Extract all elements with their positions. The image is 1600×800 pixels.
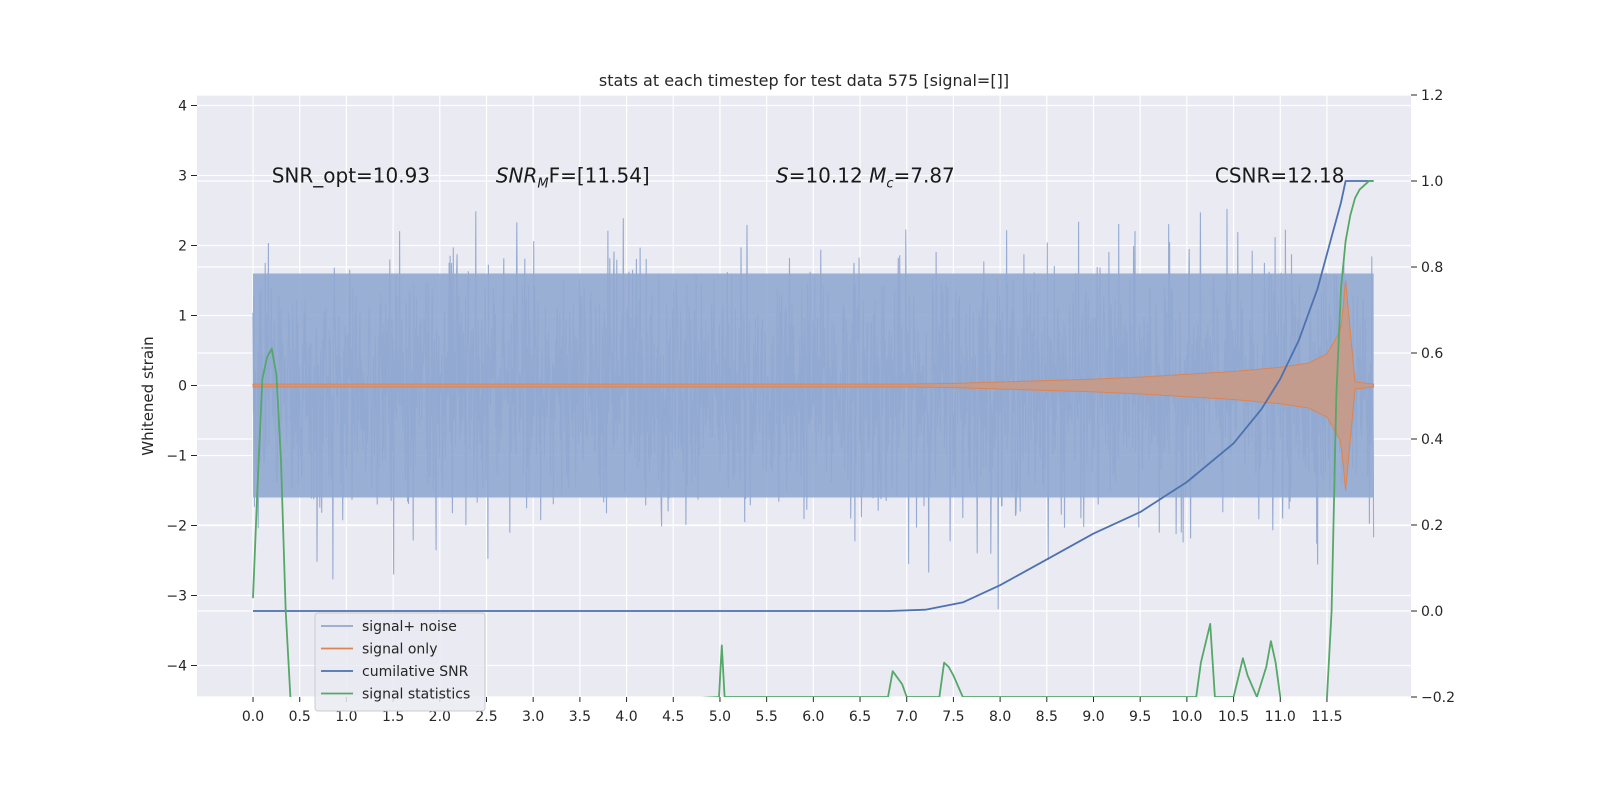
y2-tick-label: 0.4	[1421, 432, 1443, 448]
y2-axis-ticks: 1.2 1.0 0.8 0.6 0.4 0.2 0.0 −0.2	[1411, 88, 1455, 706]
x-tick-label: 11.0	[1265, 709, 1296, 725]
x-tick-label: 4.5	[662, 709, 684, 725]
annotation-s-mc: S=10.12 Mc=7.87	[776, 164, 955, 192]
legend: signal+ noise signal only cumilative SNR si…	[314, 612, 486, 712]
y2-tick-label: −0.2	[1421, 690, 1455, 706]
x-tick-label: 10.5	[1218, 709, 1249, 725]
legend-label: signal+ noise	[362, 619, 457, 635]
annotation-s-symbol: S	[776, 164, 789, 188]
signal-statistics-series	[252, 180, 1374, 697]
x-tick-label: 5.0	[709, 709, 731, 725]
x-tick-label: 10.0	[1171, 709, 1202, 725]
x-tick-label: 5.5	[756, 709, 778, 725]
y2-tick-label: 1.0	[1421, 174, 1443, 190]
x-axis-ticks: 0.0 0.5 1.0 1.5 2.0 2.5 3.0 3.5 4.0 4.5 5.0 5.5 6.0 6…	[242, 697, 1343, 725]
y-axis-label: Whitened strain	[139, 336, 157, 455]
signal-only-series	[252, 280, 1375, 491]
annotation-snr-mf-sub: M	[537, 177, 548, 192]
annotation-csnr: CSNR=12.18	[1215, 164, 1345, 188]
legend-label: signal only	[362, 642, 437, 658]
y2-tick-label: 0.2	[1421, 518, 1443, 534]
x-tick-label: 4.0	[615, 709, 637, 725]
annotation-snr-mf: SNRMF=[11.54]	[496, 164, 650, 192]
y2-tick-label: 0.0	[1421, 604, 1443, 620]
x-tick-label: 2.5	[475, 709, 497, 725]
y2-tick-label: 0.8	[1421, 260, 1443, 276]
x-tick-label: 3.5	[569, 709, 591, 725]
x-tick-label: 9.5	[1129, 709, 1151, 725]
annotation-snr-opt: SNR_opt=10.93	[272, 164, 430, 188]
x-tick-label: 8.5	[1036, 709, 1058, 725]
annotation-snr-mf-rest: F=[11.54]	[549, 164, 650, 188]
annotations: SNR_opt=10.93 SNRMF=[11.54] S=10.12 Mc=7…	[272, 164, 1345, 192]
y-tick-label: 4	[178, 99, 187, 115]
annotation-snr-mf-main: SNR	[496, 164, 538, 188]
x-tick-label: 7.0	[896, 709, 918, 725]
x-tick-label: 0.0	[242, 709, 264, 725]
legend-label: signal statistics	[362, 687, 470, 703]
legend-label: cumilative SNR	[362, 664, 469, 680]
x-tick-label: 0.5	[289, 709, 311, 725]
x-tick-label: 2.0	[429, 709, 451, 725]
x-tick-label: 3.0	[522, 709, 544, 725]
y-tick-label: −1	[166, 449, 187, 465]
y-tick-label: −2	[166, 519, 187, 535]
annotation-mc-sub: c	[886, 177, 893, 192]
legend-box	[314, 612, 486, 712]
y2-tick-label: 1.2	[1421, 88, 1443, 104]
signal-statistics-line	[252, 180, 1374, 697]
y-tick-label: 2	[178, 239, 187, 255]
annotation-mc-symbol: M	[869, 164, 886, 188]
y2-tick-label: 0.6	[1421, 346, 1443, 362]
x-tick-label: 1.5	[382, 709, 404, 725]
cumilative-snr-line	[253, 180, 1374, 612]
annotation-s-value: =10.12	[789, 164, 869, 188]
y-tick-label: 0	[178, 379, 187, 395]
x-tick-label: 9.0	[1082, 709, 1104, 725]
x-tick-label: 7.5	[942, 709, 964, 725]
x-tick-label: 11.5	[1311, 709, 1342, 725]
x-tick-label: 8.0	[989, 709, 1011, 725]
y-axis-ticks: 4 3 2 1 0 −1 −2 −3 −4	[166, 99, 197, 675]
annotation-mc-value: =7.87	[893, 164, 954, 188]
signal-only-envelope	[252, 280, 1375, 491]
x-tick-label: 6.0	[802, 709, 824, 725]
x-tick-label: 1.0	[335, 709, 357, 725]
y-tick-label: 3	[178, 169, 187, 185]
x-tick-label: 6.5	[849, 709, 871, 725]
chart-title: stats at each timestep for test data 575…	[599, 71, 1009, 90]
cumilative-snr-series	[253, 180, 1374, 612]
y-tick-label: −3	[166, 589, 187, 605]
y-tick-label: −4	[166, 659, 187, 675]
y-tick-label: 1	[178, 309, 187, 325]
